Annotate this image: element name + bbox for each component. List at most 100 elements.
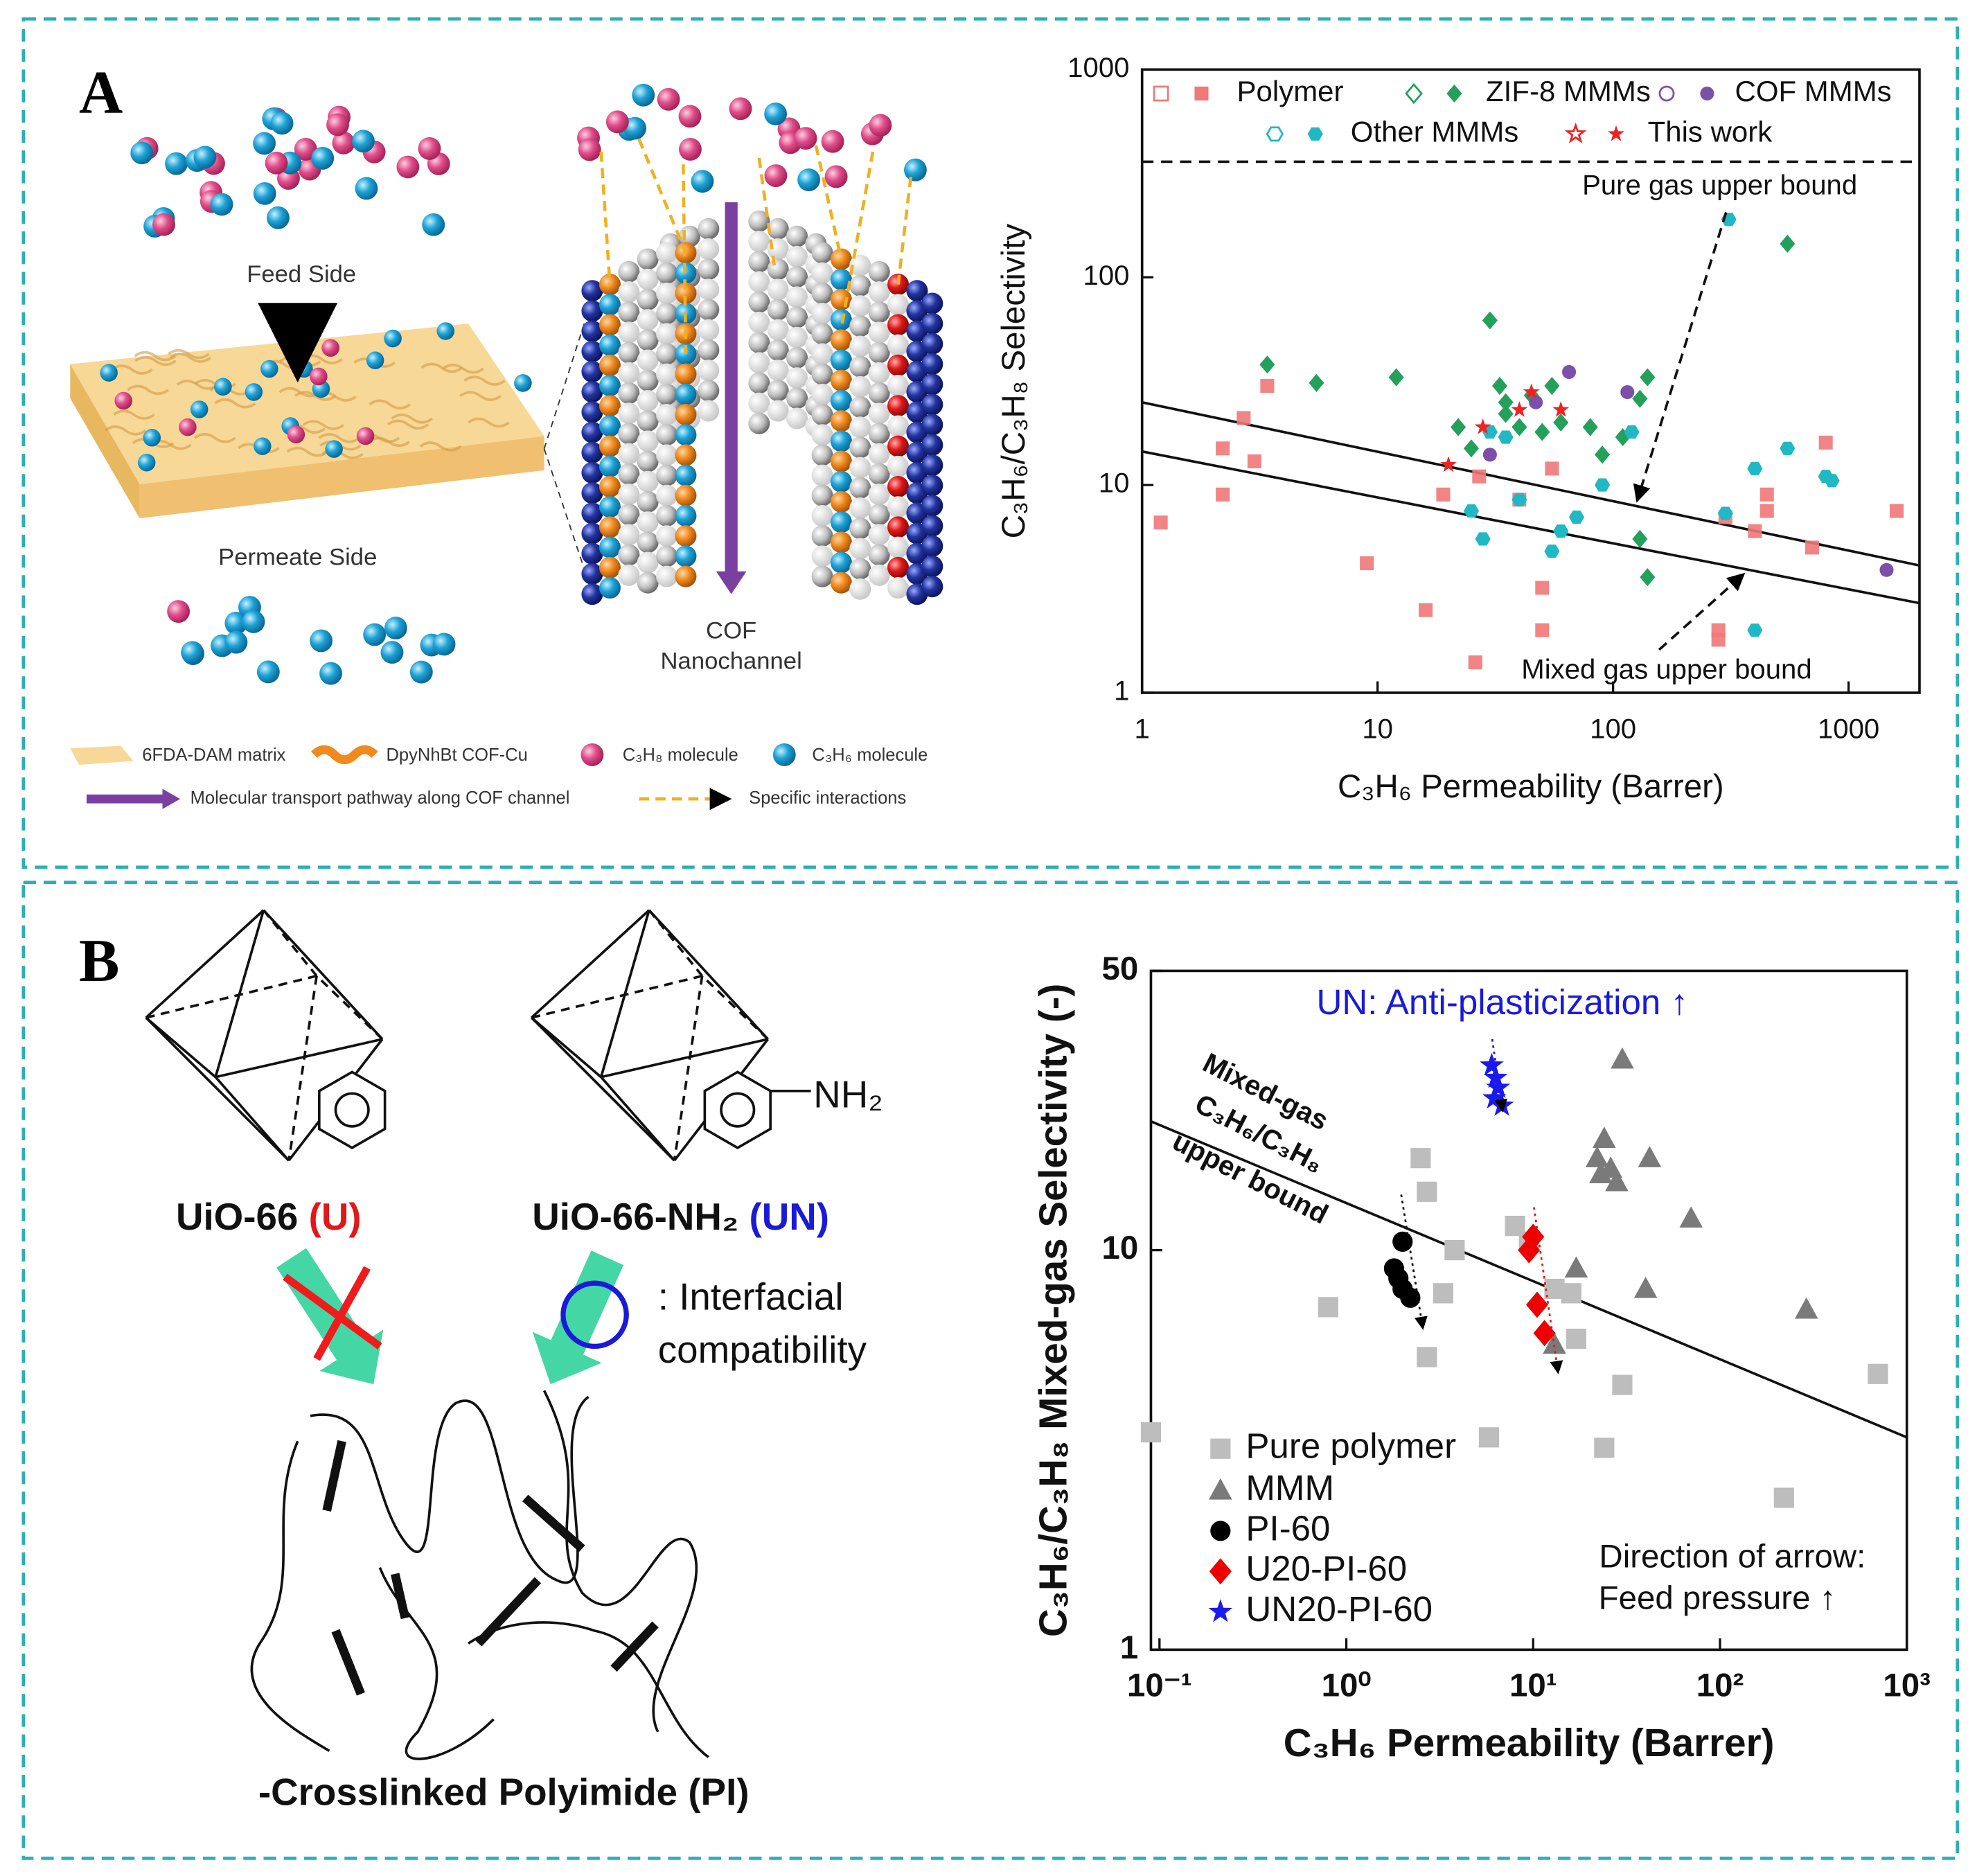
- data-point: [1486, 1074, 1511, 1098]
- molecule: [830, 349, 852, 371]
- data-point: [1595, 445, 1611, 464]
- molecule: [869, 114, 892, 137]
- molecule: [921, 515, 943, 537]
- legend-label: Polymer: [1237, 75, 1344, 107]
- molecule: [637, 349, 659, 371]
- polymer-chain: [468, 1621, 709, 1758]
- polymer-texture: [286, 446, 329, 457]
- molecule: [265, 151, 288, 175]
- molecule: [830, 490, 852, 513]
- molecule: [581, 421, 603, 443]
- data-point: [1417, 1347, 1437, 1368]
- data-point: [1511, 493, 1527, 506]
- molecule: [193, 145, 217, 169]
- data-point: [1475, 532, 1491, 546]
- molecule: [811, 323, 833, 345]
- legend-swatch: [70, 745, 134, 766]
- molecule: [767, 339, 789, 361]
- octahedron-edge: [287, 975, 318, 1161]
- transport-arrow-head: [716, 571, 747, 594]
- polymer-texture: [176, 380, 219, 390]
- molecule: [906, 280, 928, 302]
- molecule: [294, 137, 317, 161]
- y-tick-label: 1: [1120, 1629, 1138, 1666]
- molecule: [326, 113, 349, 136]
- molecule: [355, 177, 378, 200]
- data-point: [1605, 1169, 1629, 1192]
- molecule: [887, 314, 910, 336]
- interaction-line: [840, 151, 875, 329]
- molecule: [767, 218, 789, 240]
- molecule: [921, 535, 943, 557]
- molecule: [384, 617, 407, 639]
- polymer-texture: [167, 348, 210, 360]
- molecule: [921, 576, 943, 598]
- data-point: [1759, 504, 1774, 518]
- data-point: [1824, 474, 1840, 488]
- molecule: [618, 524, 640, 546]
- molecule: [637, 430, 659, 452]
- molecule: [409, 660, 433, 684]
- polymer-texture: [468, 417, 510, 428]
- y-tick-label: 10: [1099, 468, 1130, 499]
- data-point: [1483, 1065, 1508, 1088]
- molecule: [830, 572, 852, 594]
- molecule: [786, 306, 808, 328]
- data-point: [1611, 1047, 1634, 1069]
- molecule: [830, 430, 852, 452]
- molecule: [618, 260, 640, 283]
- molecule: [849, 396, 871, 418]
- molecule: [921, 454, 943, 477]
- molecule: [319, 662, 342, 685]
- molecule: [618, 544, 640, 566]
- mof-name: UiO-66-NH₂: [532, 1195, 738, 1238]
- polymer-texture: [104, 425, 147, 436]
- polymer-texture: [134, 351, 177, 362]
- octahedron-edge: [601, 1038, 768, 1079]
- legend-label: COF MMMs: [1735, 75, 1892, 107]
- molecule: [599, 455, 621, 477]
- molecule: [675, 383, 697, 405]
- molecule: [887, 435, 910, 457]
- interaction-line: [599, 151, 612, 285]
- data-point: [1553, 413, 1569, 432]
- molecule: [637, 572, 659, 594]
- annotation-arrow: [1633, 212, 1728, 503]
- molecule: [830, 410, 852, 432]
- molecule: [748, 231, 770, 253]
- molecule: [729, 97, 752, 121]
- data-point: [1562, 364, 1577, 379]
- molecule: [887, 395, 910, 417]
- molecule: [748, 412, 770, 434]
- data-point: [1805, 540, 1819, 555]
- molecule: [254, 437, 272, 455]
- x-tick-label: 10⁻¹: [1127, 1667, 1192, 1704]
- molecule: [849, 436, 871, 459]
- molecule: [887, 354, 910, 376]
- molecule: [830, 329, 852, 351]
- molecule: [637, 309, 659, 331]
- molecule: [637, 329, 659, 351]
- molecule: [921, 555, 943, 578]
- data-point: [1544, 545, 1560, 558]
- legend-marker: [1658, 85, 1675, 102]
- data-point: [1360, 556, 1374, 571]
- data-point: [1566, 1328, 1587, 1350]
- molecule: [698, 278, 720, 301]
- molecule: [580, 743, 604, 766]
- data-point: [1535, 623, 1550, 637]
- data-point: [1595, 478, 1611, 492]
- legend-label: Pure polymer: [1245, 1426, 1456, 1466]
- molecule: [786, 266, 808, 288]
- molecule: [599, 556, 621, 578]
- molecule: [811, 383, 833, 405]
- molecule: [698, 258, 720, 281]
- legend-label: Other MMMs: [1351, 116, 1519, 148]
- octahedron-edge: [214, 1076, 290, 1162]
- molecule: [794, 127, 817, 150]
- data-point: [1879, 563, 1894, 577]
- data-point: [1474, 418, 1491, 434]
- feed-label: Feed Side: [247, 261, 356, 287]
- y-tick-label: 1000: [1067, 52, 1129, 83]
- legend-marker: [1209, 1558, 1232, 1585]
